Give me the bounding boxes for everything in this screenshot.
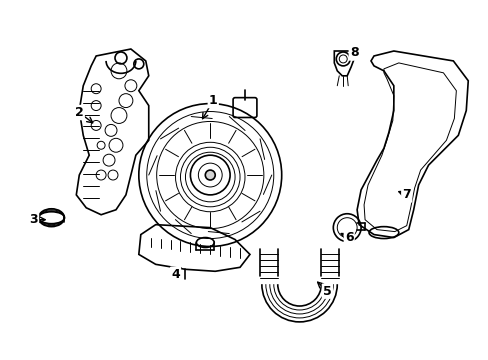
- Text: 8: 8: [349, 46, 358, 59]
- Circle shape: [205, 170, 215, 180]
- Text: 7: 7: [402, 188, 410, 201]
- Text: 3: 3: [29, 213, 38, 226]
- Text: 1: 1: [208, 94, 217, 107]
- Text: 6: 6: [344, 231, 353, 244]
- Text: 2: 2: [75, 106, 83, 119]
- Text: 4: 4: [171, 268, 180, 281]
- Text: 5: 5: [322, 285, 331, 298]
